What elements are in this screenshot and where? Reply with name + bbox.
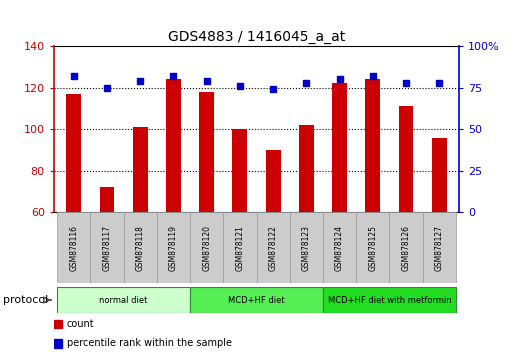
Bar — [54, 320, 63, 328]
FancyBboxPatch shape — [190, 287, 323, 313]
Text: GSM878127: GSM878127 — [435, 225, 444, 271]
Bar — [232, 129, 247, 212]
Bar — [432, 138, 447, 212]
FancyBboxPatch shape — [389, 212, 423, 283]
Text: GSM878117: GSM878117 — [103, 225, 111, 271]
FancyBboxPatch shape — [423, 212, 456, 283]
Bar — [54, 339, 63, 348]
Text: GSM878116: GSM878116 — [69, 225, 78, 271]
FancyBboxPatch shape — [323, 287, 456, 313]
Bar — [133, 127, 148, 212]
Text: GSM878124: GSM878124 — [335, 225, 344, 271]
Bar — [299, 125, 314, 212]
FancyBboxPatch shape — [124, 212, 157, 283]
Bar — [399, 106, 413, 212]
Bar — [365, 79, 380, 212]
Text: GSM878118: GSM878118 — [136, 225, 145, 271]
Bar — [199, 92, 214, 212]
Text: GSM878121: GSM878121 — [235, 225, 244, 271]
FancyBboxPatch shape — [323, 212, 356, 283]
FancyBboxPatch shape — [57, 212, 90, 283]
FancyBboxPatch shape — [157, 212, 190, 283]
Text: normal diet: normal diet — [100, 296, 148, 304]
Text: MCD+HF diet: MCD+HF diet — [228, 296, 285, 304]
Text: GSM878125: GSM878125 — [368, 225, 377, 271]
Text: GSM878120: GSM878120 — [202, 225, 211, 271]
Bar — [266, 150, 281, 212]
FancyBboxPatch shape — [356, 212, 389, 283]
FancyBboxPatch shape — [90, 212, 124, 283]
FancyBboxPatch shape — [223, 212, 256, 283]
Text: GSM878119: GSM878119 — [169, 225, 178, 271]
Text: GSM878126: GSM878126 — [402, 225, 410, 271]
Text: protocol: protocol — [3, 295, 48, 305]
Text: GSM878123: GSM878123 — [302, 225, 311, 271]
FancyBboxPatch shape — [256, 212, 290, 283]
Bar — [66, 94, 81, 212]
Bar — [166, 79, 181, 212]
Bar — [332, 84, 347, 212]
Text: GSM878122: GSM878122 — [269, 225, 278, 271]
Title: GDS4883 / 1416045_a_at: GDS4883 / 1416045_a_at — [168, 30, 345, 44]
Text: MCD+HF diet with metformin: MCD+HF diet with metformin — [327, 296, 451, 304]
FancyBboxPatch shape — [57, 287, 190, 313]
Bar — [100, 188, 114, 212]
Text: count: count — [67, 319, 94, 329]
Text: percentile rank within the sample: percentile rank within the sample — [67, 338, 232, 348]
FancyBboxPatch shape — [190, 212, 223, 283]
FancyBboxPatch shape — [290, 212, 323, 283]
